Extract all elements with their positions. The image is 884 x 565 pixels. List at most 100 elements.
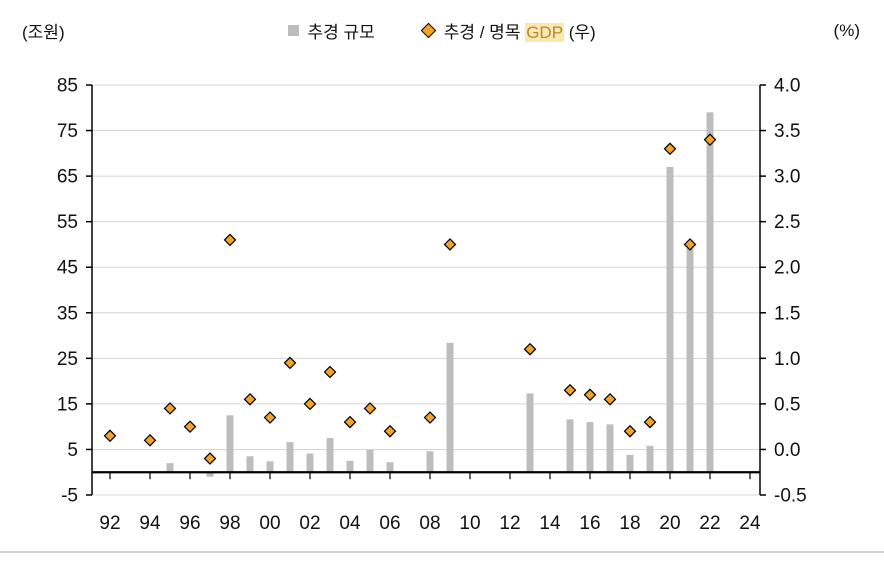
right-axis-label: -0.5	[774, 486, 807, 507]
diamond-marker	[143, 433, 157, 447]
left-axis-label: 25	[57, 349, 78, 370]
right-axis-label: 2.5	[774, 212, 800, 233]
bar	[606, 424, 614, 473]
diamond-marker	[563, 383, 577, 397]
x-axis-label: 20	[659, 513, 680, 534]
bar	[266, 461, 274, 473]
axes	[86, 84, 766, 496]
combo-chart: 85 75 65 55 45 35 25 15 5 -5 4.0 3.5 3.0 2.5 2.0 1.5 1.0…	[57, 76, 807, 535]
bar	[346, 460, 354, 473]
x-axis-label: 14	[539, 513, 561, 534]
right-axis-label: 0.0	[774, 440, 800, 461]
left-axis-label: 45	[57, 258, 78, 279]
legend-ratio-label: 추경 / 명목 GDP (우)	[444, 18, 596, 43]
bar	[426, 451, 434, 473]
footer-divider	[0, 551, 884, 553]
right-axis-label: 3.0	[774, 167, 800, 188]
gridlines	[92, 84, 760, 496]
legend-bars-label: 추경 규모	[307, 23, 375, 42]
legend-item-bars: 추경 규모	[288, 18, 375, 43]
right-axis-label: 4.0	[774, 76, 800, 97]
bar	[226, 415, 234, 473]
left-axis-label: 15	[57, 394, 78, 415]
bar-swatch-icon	[288, 25, 300, 36]
diamond-marker	[583, 388, 597, 402]
diamond-swatch-icon	[420, 22, 437, 39]
bar	[526, 393, 534, 473]
x-axis-label: 06	[379, 513, 400, 534]
diamond-marker	[343, 415, 357, 429]
diamond-marker	[663, 142, 677, 156]
scatter-series	[103, 133, 717, 465]
x-axis-label: 02	[299, 513, 320, 534]
bar	[206, 472, 214, 477]
diamond-marker	[243, 392, 257, 406]
diamond-marker	[203, 452, 217, 465]
legend-ratio-suffix: (우)	[564, 23, 596, 42]
legend-ratio-gdp-highlight: GDP	[525, 23, 565, 42]
diamond-marker	[223, 233, 237, 247]
left-axis-label: 35	[57, 303, 78, 324]
diamond-marker	[183, 420, 197, 434]
diamond-marker	[603, 392, 617, 406]
diamond-marker	[643, 415, 657, 429]
left-axis-label: 55	[57, 212, 78, 233]
diamond-marker	[363, 402, 377, 415]
x-axis-label: 04	[339, 513, 361, 534]
diamond-marker	[263, 411, 277, 424]
x-axis-label: 12	[499, 513, 520, 534]
bar	[446, 342, 454, 473]
right-axis-unit: (%)	[833, 20, 860, 40]
x-axis-label: 98	[219, 513, 240, 534]
diamond-marker	[703, 133, 717, 147]
right-axis-label: 2.0	[774, 258, 800, 279]
bar	[326, 438, 334, 473]
left-axis-unit: (조원)	[22, 23, 65, 42]
diamond-marker	[423, 411, 437, 424]
right-axis-label: 1.0	[774, 349, 800, 370]
right-axis-label: 3.5	[774, 121, 800, 142]
x-axis-label: 10	[459, 513, 480, 534]
bar	[626, 454, 634, 473]
x-axis-label: 16	[579, 513, 600, 534]
bar	[566, 419, 574, 473]
bar	[706, 112, 714, 473]
diamond-marker	[103, 429, 117, 443]
diamond-marker	[523, 342, 537, 356]
diamond-marker	[683, 238, 697, 251]
bar	[246, 456, 254, 473]
diamond-marker	[303, 397, 317, 411]
bar	[166, 463, 174, 473]
bar	[306, 453, 314, 473]
legend-ratio-prefix: 추경 / 명목	[443, 23, 526, 42]
bar	[286, 442, 294, 473]
left-axis-label: 85	[57, 76, 78, 97]
x-axis-label: 18	[619, 513, 640, 534]
x-axis-label: 94	[139, 513, 161, 534]
bar	[366, 449, 374, 473]
diamond-marker	[443, 238, 457, 251]
bar	[646, 445, 654, 473]
axis-labels: 85 75 65 55 45 35 25 15 5 -5 4.0 3.5 3.0 2.5 2.0 1.5 1.0…	[57, 76, 807, 535]
diamond-marker	[623, 424, 637, 438]
left-axis-label: 5	[67, 440, 78, 461]
legend-item-ratio: 추경 / 명목 GDP (우)	[420, 18, 596, 43]
x-axis-label: 00	[259, 513, 280, 534]
right-axis-label: 0.5	[774, 394, 800, 415]
bar	[386, 462, 394, 473]
diamond-marker	[383, 424, 397, 438]
x-axis-label: 22	[699, 513, 720, 534]
diamond-marker	[283, 356, 297, 370]
diamond-marker	[323, 365, 337, 379]
left-axis-label: -5	[61, 486, 78, 507]
diamond-marker	[163, 402, 177, 415]
x-axis-label: 08	[419, 513, 440, 534]
x-axis-label: 96	[179, 513, 200, 534]
bar-series	[166, 112, 714, 477]
bar	[686, 244, 694, 473]
bar	[666, 167, 674, 473]
left-axis-label: 65	[57, 167, 78, 188]
left-axis-label: 75	[57, 121, 78, 142]
bar	[586, 422, 594, 473]
